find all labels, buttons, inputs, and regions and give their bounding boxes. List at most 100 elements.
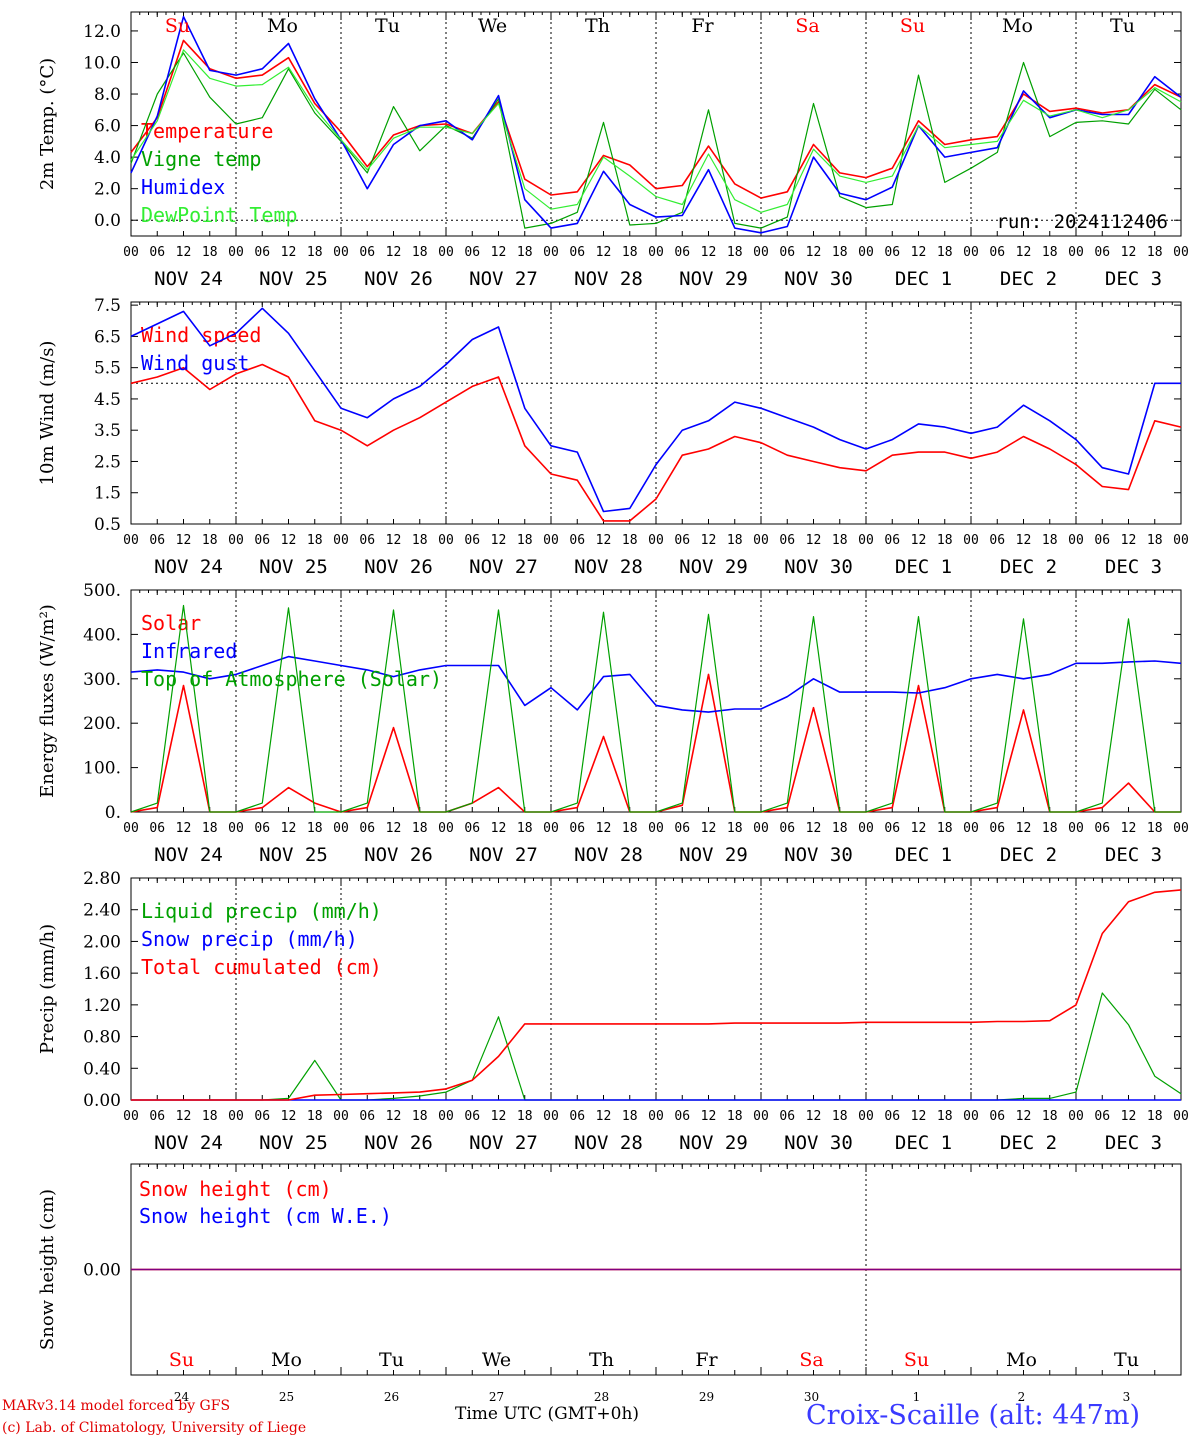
hour-tick-label: 06 [1094,533,1110,548]
series-line-top-of-atmosphere-solar- [130,604,1181,813]
hour-tick-label: 06 [989,245,1005,260]
hour-tick-label: 12 [281,245,297,260]
y-tick-label: 0.00 [83,1091,121,1111]
hour-tick-label: 18 [1147,1109,1163,1124]
date-label: DEC 2 [1000,844,1057,866]
date-label: DEC 1 [895,556,952,578]
legend-entry: Liquid precip (mm/h) [141,899,382,923]
date-label: DEC 3 [1105,556,1162,578]
legend-entry: Snow height (cm W.E.) [139,1204,392,1228]
hour-tick-label: 12 [1016,821,1032,836]
date-label: NOV 27 [469,1132,538,1154]
hour-tick-label: 18 [412,1109,428,1124]
weekday-label: Th [589,1349,614,1371]
hour-tick-label: 12 [281,821,297,836]
y-tick-label: 2.0 [94,180,121,200]
y-tick-label: 3.5 [94,421,121,441]
legend-entry: Snow height (cm) [139,1177,332,1201]
y-tick-label: 0.00 [83,1261,121,1281]
legend-entry: Wind gust [141,351,249,375]
hour-tick-label: 06 [779,533,795,548]
hour-tick-label: 00 [858,245,874,260]
series-line-wind-speed [130,363,1182,522]
legend-entry: Total cumulated (cm) [141,955,382,979]
legend-entry: Solar [141,611,201,635]
hour-tick-label: 12 [176,533,192,548]
date-label: NOV 25 [259,268,328,290]
hour-tick-label: 06 [464,1109,480,1124]
hour-tick-label: 12 [911,1109,927,1124]
legend-entry: Top of Atmosphere (Solar) [141,667,442,691]
hour-tick-label: 18 [832,533,848,548]
hour-tick-label: 18 [412,821,428,836]
y-tick-label: 100. [83,759,121,779]
hour-tick-label: 12 [701,245,717,260]
hour-tick-label: 12 [491,821,507,836]
hour-tick-label: 00 [333,1109,349,1124]
date-label: DEC 3 [1105,844,1162,866]
hour-tick-label: 00 [123,245,139,260]
hour-tick-label: 18 [622,245,638,260]
hour-tick-label: 12 [491,533,507,548]
hour-tick-label: 00 [123,821,139,836]
day-number-label: 27 [489,1390,504,1404]
series-line-wind-gust [130,307,1181,513]
hour-tick-label: 12 [1121,1109,1137,1124]
hour-tick-label: 12 [386,821,402,836]
y-tick-label: 0. [105,803,121,823]
hour-tick-label: 00 [858,533,874,548]
date-label: NOV 28 [574,268,643,290]
hour-tick-label: 18 [622,821,638,836]
legend-entry: Snow precip (mm/h) [141,927,358,951]
hour-tick-label: 18 [937,821,953,836]
hour-tick-label: 18 [727,1109,743,1124]
hour-tick-label: 06 [674,1109,690,1124]
hour-tick-label: 06 [254,533,270,548]
hour-tick-label: 06 [884,245,900,260]
date-label: NOV 25 [259,1132,328,1154]
hour-tick-label: 06 [884,821,900,836]
hour-tick-label: 00 [123,533,139,548]
hour-tick-label: 12 [596,533,612,548]
hour-tick-label: 00 [1173,533,1189,548]
y-tick-label: 1.60 [83,964,121,984]
hour-tick-label: 18 [1147,245,1163,260]
y-tick-label: 0.80 [83,1028,121,1048]
hour-tick-label: 06 [779,1109,795,1124]
date-label: NOV 26 [364,556,433,578]
hour-tick-label: 06 [254,245,270,260]
y-tick-label: 1.20 [83,996,121,1016]
weekday-label: Tu [379,1349,404,1371]
hour-tick-label: 12 [386,533,402,548]
hour-tick-label: 18 [202,821,218,836]
series-line-infrared [130,655,1182,713]
y-tick-label: 6.5 [94,327,121,347]
y-tick-label: 0.40 [83,1059,121,1079]
hour-tick-label: 18 [937,1109,953,1124]
hour-tick-label: 18 [1147,821,1163,836]
date-label: NOV 30 [784,556,853,578]
date-label: NOV 27 [469,556,538,578]
y-tick-label: 2.5 [94,452,121,472]
hour-tick-label: 06 [1094,245,1110,260]
hour-tick-label: 00 [753,821,769,836]
date-label: NOV 25 [259,844,328,866]
hour-tick-label: 18 [1042,821,1058,836]
day-number-label: 2 [1018,1390,1026,1404]
hour-tick-label: 06 [1094,1109,1110,1124]
hour-tick-label: 06 [254,821,270,836]
hour-tick-label: 18 [307,1109,323,1124]
hour-tick-label: 18 [412,245,428,260]
hour-tick-label: 18 [727,533,743,548]
hour-tick-label: 18 [307,533,323,548]
date-label: NOV 24 [154,844,223,866]
y-tick-label: 400. [83,625,121,645]
hour-tick-label: 18 [202,533,218,548]
hour-tick-label: 12 [1121,821,1137,836]
date-label: DEC 3 [1105,1132,1162,1154]
hour-tick-label: 00 [963,821,979,836]
series-line-dewpoint-temp [130,49,1182,213]
hour-tick-label: 00 [123,1109,139,1124]
hour-tick-label: 18 [937,533,953,548]
